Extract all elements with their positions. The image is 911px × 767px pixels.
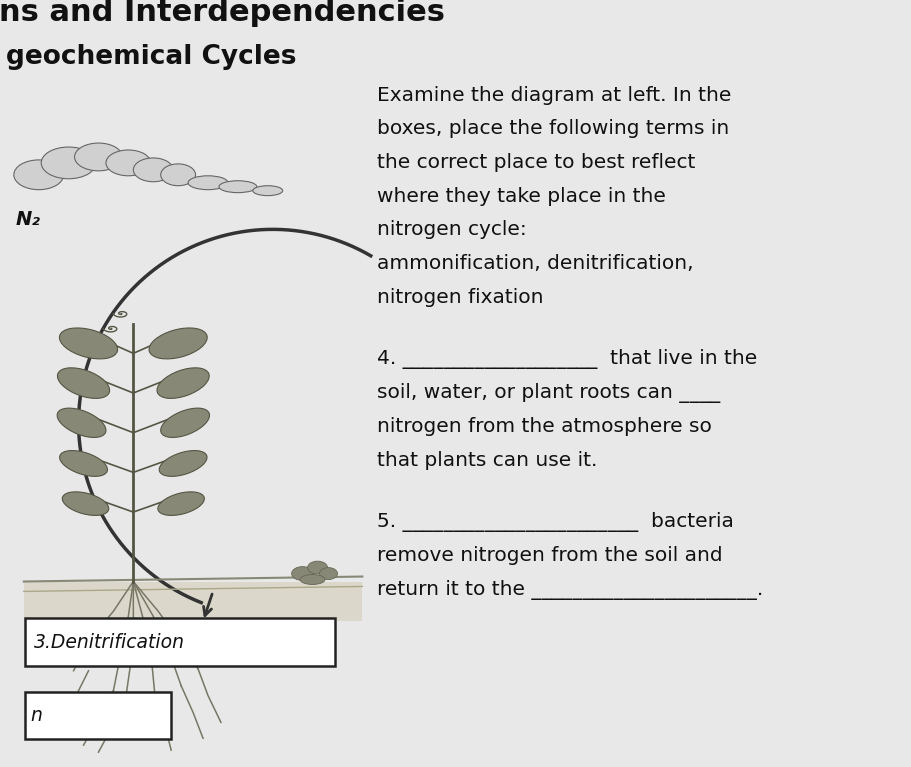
Ellipse shape xyxy=(219,181,257,193)
Text: 3.Denitrification: 3.Denitrification xyxy=(34,633,185,651)
Ellipse shape xyxy=(160,164,196,186)
Ellipse shape xyxy=(188,176,228,189)
Text: soil, water, or plant roots can ____: soil, water, or plant roots can ____ xyxy=(377,383,721,403)
Text: 5. _______________________  bacteria: 5. _______________________ bacteria xyxy=(377,512,734,532)
Text: the correct place to best reflect: the correct place to best reflect xyxy=(377,153,696,172)
Text: boxes, place the following terms in: boxes, place the following terms in xyxy=(377,119,730,138)
Ellipse shape xyxy=(62,492,108,515)
Text: geochemical Cycles: geochemical Cycles xyxy=(5,44,296,70)
Ellipse shape xyxy=(158,492,204,515)
Ellipse shape xyxy=(292,567,313,581)
Ellipse shape xyxy=(41,147,96,179)
Ellipse shape xyxy=(57,368,109,398)
Text: ns and Interdependencies: ns and Interdependencies xyxy=(0,0,445,27)
Ellipse shape xyxy=(57,408,106,437)
FancyBboxPatch shape xyxy=(24,581,363,621)
Text: that plants can use it.: that plants can use it. xyxy=(377,450,598,469)
Text: n: n xyxy=(31,706,43,725)
Ellipse shape xyxy=(75,143,122,171)
Text: return it to the ______________________.: return it to the ______________________. xyxy=(377,580,763,600)
Ellipse shape xyxy=(160,408,210,437)
FancyBboxPatch shape xyxy=(25,618,335,666)
Ellipse shape xyxy=(157,368,210,398)
Ellipse shape xyxy=(106,150,150,176)
Ellipse shape xyxy=(300,574,325,584)
Text: where they take place in the: where they take place in the xyxy=(377,186,666,206)
Text: Examine the diagram at left. In the: Examine the diagram at left. In the xyxy=(377,85,732,104)
Ellipse shape xyxy=(308,561,327,574)
Text: nitrogen from the atmosphere so: nitrogen from the atmosphere so xyxy=(377,416,712,436)
Ellipse shape xyxy=(59,328,118,359)
Text: N₂: N₂ xyxy=(15,209,41,229)
Text: 4. ___________________  that live in the: 4. ___________________ that live in the xyxy=(377,350,758,370)
Ellipse shape xyxy=(59,450,107,476)
Ellipse shape xyxy=(159,450,207,476)
Text: nitrogen fixation: nitrogen fixation xyxy=(377,288,544,307)
Text: remove nitrogen from the soil and: remove nitrogen from the soil and xyxy=(377,546,723,565)
Ellipse shape xyxy=(133,158,173,182)
Ellipse shape xyxy=(320,568,337,580)
Ellipse shape xyxy=(253,186,282,196)
Ellipse shape xyxy=(14,160,64,189)
Ellipse shape xyxy=(149,328,207,359)
FancyBboxPatch shape xyxy=(25,692,171,739)
Text: nitrogen cycle:: nitrogen cycle: xyxy=(377,220,527,239)
Text: ammonification, denitrification,: ammonification, denitrification, xyxy=(377,254,694,273)
